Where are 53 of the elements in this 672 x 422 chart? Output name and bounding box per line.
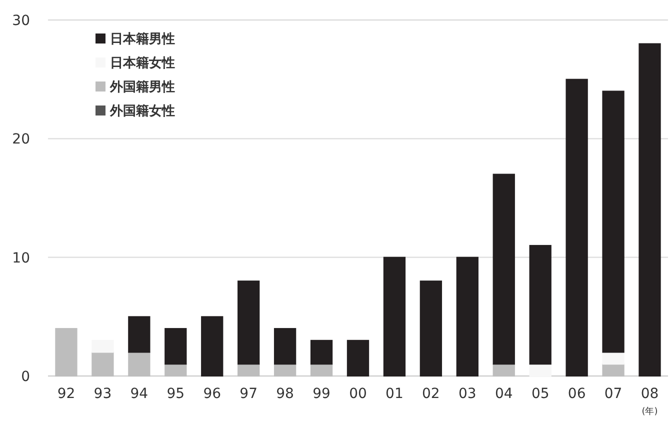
x-tick-label: 92 xyxy=(57,386,76,402)
bar xyxy=(529,364,552,376)
bar xyxy=(201,316,224,376)
bar xyxy=(602,364,624,376)
bar xyxy=(92,352,114,376)
x-tick-label: 07 xyxy=(604,386,622,402)
bar xyxy=(164,364,187,376)
bar xyxy=(164,328,187,365)
bar xyxy=(310,340,333,365)
x-tick-label: 05 xyxy=(531,386,550,402)
x-tick-label: 99 xyxy=(312,386,330,402)
x-tick-label: 06 xyxy=(568,386,586,402)
bar xyxy=(602,90,624,353)
bar xyxy=(346,340,370,376)
bar xyxy=(310,364,333,376)
x-tick-label: 04 xyxy=(494,386,513,402)
bar xyxy=(602,352,624,365)
x-tick-label: 96 xyxy=(203,386,222,402)
y-tick-label: 0 xyxy=(21,369,30,385)
legend-label: 外国籍女性 xyxy=(109,104,175,119)
bar xyxy=(492,174,515,365)
legend-label: 日本籍男性 xyxy=(110,32,175,47)
bar xyxy=(529,244,552,365)
x-axis-title: (年) xyxy=(642,406,658,417)
bar xyxy=(238,280,260,365)
y-tick-label: 10 xyxy=(12,250,30,266)
x-tick-label: 01 xyxy=(386,386,404,402)
x-tick-label: 03 xyxy=(458,386,476,402)
x-tick-label: 97 xyxy=(240,386,258,402)
bar xyxy=(456,256,478,376)
bar xyxy=(274,364,296,376)
bar xyxy=(274,328,296,365)
x-tick-label: 00 xyxy=(349,386,367,402)
x-tick-label: 08 xyxy=(640,386,659,402)
bar xyxy=(55,328,78,376)
legend-label: 日本籍女性 xyxy=(110,56,175,71)
bar xyxy=(638,43,661,376)
bar xyxy=(420,280,442,376)
y-tick-label: 30 xyxy=(12,13,30,29)
x-tick-label: 94 xyxy=(130,386,148,402)
bar xyxy=(492,364,515,376)
x-tick-label: 93 xyxy=(94,386,112,402)
x-tick-label: 98 xyxy=(276,386,294,402)
x-tick-label: 95 xyxy=(166,386,185,402)
x-tick-label: 02 xyxy=(422,386,440,402)
bar xyxy=(383,256,406,376)
bar xyxy=(238,364,260,376)
y-tick-label: 20 xyxy=(12,132,30,148)
bar xyxy=(92,340,114,353)
bar xyxy=(128,352,150,376)
bar xyxy=(566,78,588,376)
bar xyxy=(128,316,150,353)
legend-label: 外国籍男性 xyxy=(109,80,175,95)
